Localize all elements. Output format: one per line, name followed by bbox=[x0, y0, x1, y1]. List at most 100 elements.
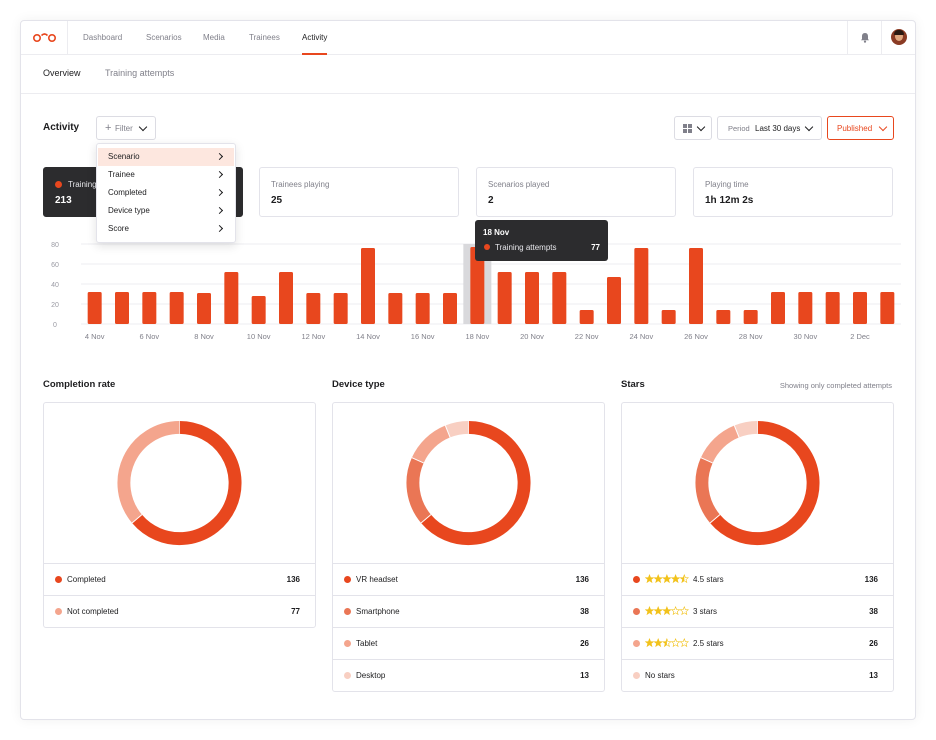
filter-menu-item[interactable]: Scenario bbox=[98, 148, 234, 166]
legend-row[interactable]: Tablet 26 bbox=[333, 627, 604, 659]
star-empty bbox=[679, 606, 689, 616]
filter-menu-item[interactable]: Device type bbox=[98, 202, 234, 220]
bar[interactable] bbox=[689, 248, 703, 324]
legend-count: 136 bbox=[864, 575, 878, 584]
app-window: Dashboard Scenarios Media Trainees Activ… bbox=[20, 20, 916, 720]
bar[interactable] bbox=[415, 293, 430, 324]
legend-row[interactable]: 3 stars 38 bbox=[622, 595, 893, 627]
stat-card-scenarios-played[interactable]: Scenarios played 2 bbox=[476, 167, 676, 217]
bar[interactable] bbox=[251, 296, 266, 324]
chevron-down-icon bbox=[804, 122, 814, 132]
nav-item-media[interactable]: Media bbox=[203, 33, 225, 42]
user-avatar[interactable] bbox=[891, 29, 907, 45]
view-toggle-button[interactable] bbox=[674, 116, 712, 140]
donut-separator bbox=[444, 425, 451, 438]
bar[interactable] bbox=[634, 248, 649, 324]
donut-segment[interactable] bbox=[695, 457, 721, 523]
legend-row[interactable]: No stars 13 bbox=[622, 659, 893, 691]
bar[interactable] bbox=[497, 272, 512, 324]
period-select[interactable]: Period Last 30 days bbox=[717, 116, 822, 140]
bar[interactable] bbox=[224, 272, 239, 324]
bar[interactable] bbox=[716, 310, 731, 324]
donut-segment[interactable] bbox=[445, 420, 469, 438]
bar[interactable] bbox=[142, 292, 157, 324]
donut-segment[interactable] bbox=[700, 425, 740, 464]
bar[interactable] bbox=[798, 292, 813, 324]
bar[interactable] bbox=[853, 292, 867, 324]
tab-training-attempts[interactable]: Training attempts bbox=[105, 68, 175, 78]
donut-segment[interactable] bbox=[117, 420, 180, 523]
bell-icon[interactable] bbox=[860, 32, 870, 43]
star-full bbox=[645, 606, 655, 616]
legend-row[interactable]: Completed 136 bbox=[44, 563, 315, 595]
chevron-right-icon bbox=[215, 188, 224, 197]
nav-item-trainees[interactable]: Trainees bbox=[249, 33, 280, 42]
star-full bbox=[653, 606, 663, 616]
chevron-down-icon bbox=[138, 122, 148, 132]
stat-value: 1h 12m 2s bbox=[705, 195, 754, 206]
bar[interactable] bbox=[525, 272, 539, 324]
stat-card-trainees-playing[interactable]: Trainees playing 25 bbox=[259, 167, 459, 217]
bar[interactable] bbox=[169, 292, 184, 324]
bar[interactable] bbox=[579, 310, 594, 324]
tab-overview[interactable]: Overview bbox=[43, 68, 81, 78]
x-tick-label: 24 Nov bbox=[629, 332, 653, 341]
legend-row[interactable]: Not completed 77 bbox=[44, 595, 315, 627]
donut-segment[interactable] bbox=[710, 420, 820, 546]
filter-menu-item[interactable]: Completed bbox=[98, 184, 234, 202]
legend-row[interactable]: 4.5 stars 136 bbox=[622, 563, 893, 595]
bar[interactable] bbox=[607, 277, 621, 324]
bar[interactable] bbox=[661, 310, 676, 324]
donut-segment[interactable] bbox=[411, 425, 451, 464]
bar[interactable] bbox=[87, 292, 102, 324]
nav-item-activity[interactable]: Activity bbox=[302, 21, 328, 55]
x-tick-label: 22 Nov bbox=[575, 332, 599, 341]
legend-count: 136 bbox=[286, 575, 300, 584]
legend-dot bbox=[633, 672, 640, 679]
donut-segment[interactable] bbox=[734, 420, 758, 438]
bar[interactable] bbox=[470, 247, 485, 324]
bar[interactable] bbox=[771, 292, 785, 324]
bar[interactable] bbox=[306, 293, 321, 324]
donut-segment[interactable] bbox=[421, 420, 531, 546]
legend-label: Not completed bbox=[67, 607, 119, 616]
legend-dot bbox=[633, 576, 640, 583]
stat-card-playing-time[interactable]: Playing time 1h 12m 2s bbox=[693, 167, 893, 217]
bar[interactable] bbox=[115, 292, 129, 324]
donut-segment[interactable] bbox=[406, 457, 432, 523]
bar[interactable] bbox=[197, 293, 211, 324]
logo-icon[interactable] bbox=[32, 29, 57, 47]
nav-item-scenarios[interactable]: Scenarios bbox=[146, 33, 182, 42]
bar[interactable] bbox=[880, 292, 895, 324]
bar[interactable] bbox=[333, 293, 348, 324]
legend-count: 26 bbox=[580, 639, 589, 648]
legend-row[interactable]: 2.5 stars 26 bbox=[622, 627, 893, 659]
filter-button[interactable]: + Filter bbox=[96, 116, 156, 140]
bar[interactable] bbox=[825, 292, 840, 324]
section-title-stars: Stars bbox=[621, 379, 645, 390]
bar[interactable] bbox=[443, 293, 457, 324]
series-dot bbox=[55, 181, 62, 188]
period-value: Last 30 days bbox=[755, 124, 801, 133]
bar[interactable] bbox=[743, 310, 758, 324]
donut-segment[interactable] bbox=[132, 420, 242, 546]
filter-menu-item[interactable]: Trainee bbox=[98, 166, 234, 184]
section-title-device: Device type bbox=[332, 379, 385, 390]
chart-tooltip: 18 Nov Training attempts 77 bbox=[475, 220, 608, 261]
chevron-down-icon bbox=[696, 122, 706, 132]
bar[interactable] bbox=[388, 293, 403, 324]
nav-item-dashboard[interactable]: Dashboard bbox=[83, 33, 123, 42]
star-half bbox=[662, 638, 667, 647]
legend-count: 13 bbox=[869, 671, 878, 680]
legend-row[interactable]: Smartphone 38 bbox=[333, 595, 604, 627]
published-label: Published bbox=[837, 124, 873, 133]
legend-row[interactable]: Desktop 13 bbox=[333, 659, 604, 691]
legend-row[interactable]: VR headset 136 bbox=[333, 563, 604, 595]
bar[interactable] bbox=[361, 248, 375, 324]
donut-separator bbox=[131, 514, 143, 524]
bar[interactable] bbox=[279, 272, 293, 324]
bar[interactable] bbox=[552, 272, 567, 324]
filter-menu-item[interactable]: Score bbox=[98, 220, 234, 238]
legend-count: 77 bbox=[291, 607, 300, 616]
published-select[interactable]: Published bbox=[827, 116, 894, 140]
